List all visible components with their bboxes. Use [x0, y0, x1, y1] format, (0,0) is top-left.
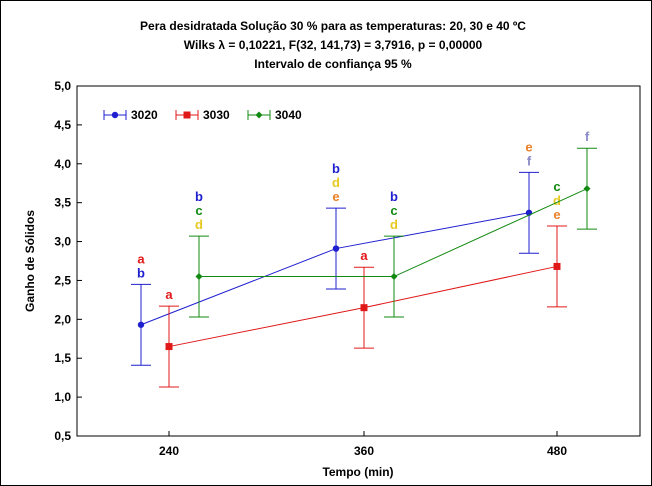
significance-letter: f [585, 129, 590, 144]
legend-item-3040: 3040 [247, 108, 302, 122]
y-tick-label: 1,5 [54, 351, 71, 365]
legend-marker [111, 111, 119, 119]
significance-letter: d [553, 193, 561, 208]
y-tick-label: 4,5 [54, 118, 71, 132]
significance-letter: e [332, 189, 339, 204]
y-tick-label: 0,5 [54, 429, 71, 443]
legend-label: 3030 [203, 108, 230, 122]
legend-item-3020: 3020 [103, 108, 158, 122]
significance-letter: d [390, 217, 398, 232]
y-tick-label: 5,0 [54, 79, 71, 93]
chart-title: Pera desidratada Solução 30 % para as te… [140, 19, 526, 33]
significance-letter: b [137, 265, 145, 280]
data-point [165, 343, 173, 351]
significance-letter: a [360, 248, 368, 263]
significance-letter: b [195, 189, 203, 204]
legend-item-3030: 3030 [175, 108, 230, 122]
y-tick-label: 3,0 [54, 235, 71, 249]
y-tick-label: 2,5 [54, 273, 71, 287]
y-tick-label: 2,0 [54, 312, 71, 326]
significance-letter: e [553, 207, 560, 222]
data-point [390, 273, 398, 281]
data-point [553, 262, 561, 270]
plot-area [76, 85, 641, 437]
chart-title-block: Pera desidratada Solução 30 % para as te… [140, 19, 526, 71]
significance-letter: b [332, 161, 340, 176]
significance-letter: b [390, 189, 398, 204]
significance-letter: a [137, 251, 145, 266]
legend: 3020 3030 3040 [103, 108, 302, 122]
x-tick-label: 360 [354, 444, 374, 458]
significance-letter: c [553, 179, 560, 194]
legend-label: 3020 [131, 108, 158, 122]
significance-letter: c [195, 203, 202, 218]
y-axis-title: Ganho de Sólidos [23, 210, 37, 312]
x-tick-label: 240 [159, 444, 179, 458]
significance-letter: a [165, 287, 173, 302]
x-axis-title: Tempo (min) [322, 465, 393, 479]
chart-subtitle-ci: Intervalo de confiança 95 % [254, 57, 412, 71]
legend-marker [255, 111, 263, 119]
data-point [583, 185, 591, 193]
y-tick-label: 3,5 [54, 196, 71, 210]
x-tick-label: 480 [547, 444, 567, 458]
data-point [195, 273, 203, 281]
y-tick-label: 4,0 [54, 157, 71, 171]
data-point [360, 304, 368, 312]
legend-marker [183, 111, 191, 119]
y-axis: 0,5 1,0 1,5 2,0 2,5 3,0 3,5 4,0 4,5 5,0 [54, 79, 82, 443]
significance-letter: d [195, 217, 203, 232]
significance-letter: e [525, 139, 532, 154]
significance-letter: c [390, 203, 397, 218]
data-point [332, 245, 340, 252]
significance-letter: f [527, 153, 532, 168]
chart-subtitle-stats: Wilks λ = 0,10221, F(32, 141,73) = 3,791… [184, 38, 483, 52]
y-tick-label: 1,0 [54, 390, 71, 404]
data-point [137, 321, 145, 328]
significance-letter: d [332, 175, 340, 190]
legend-label: 3040 [275, 108, 302, 122]
x-axis: 240 360 480 [159, 431, 567, 458]
